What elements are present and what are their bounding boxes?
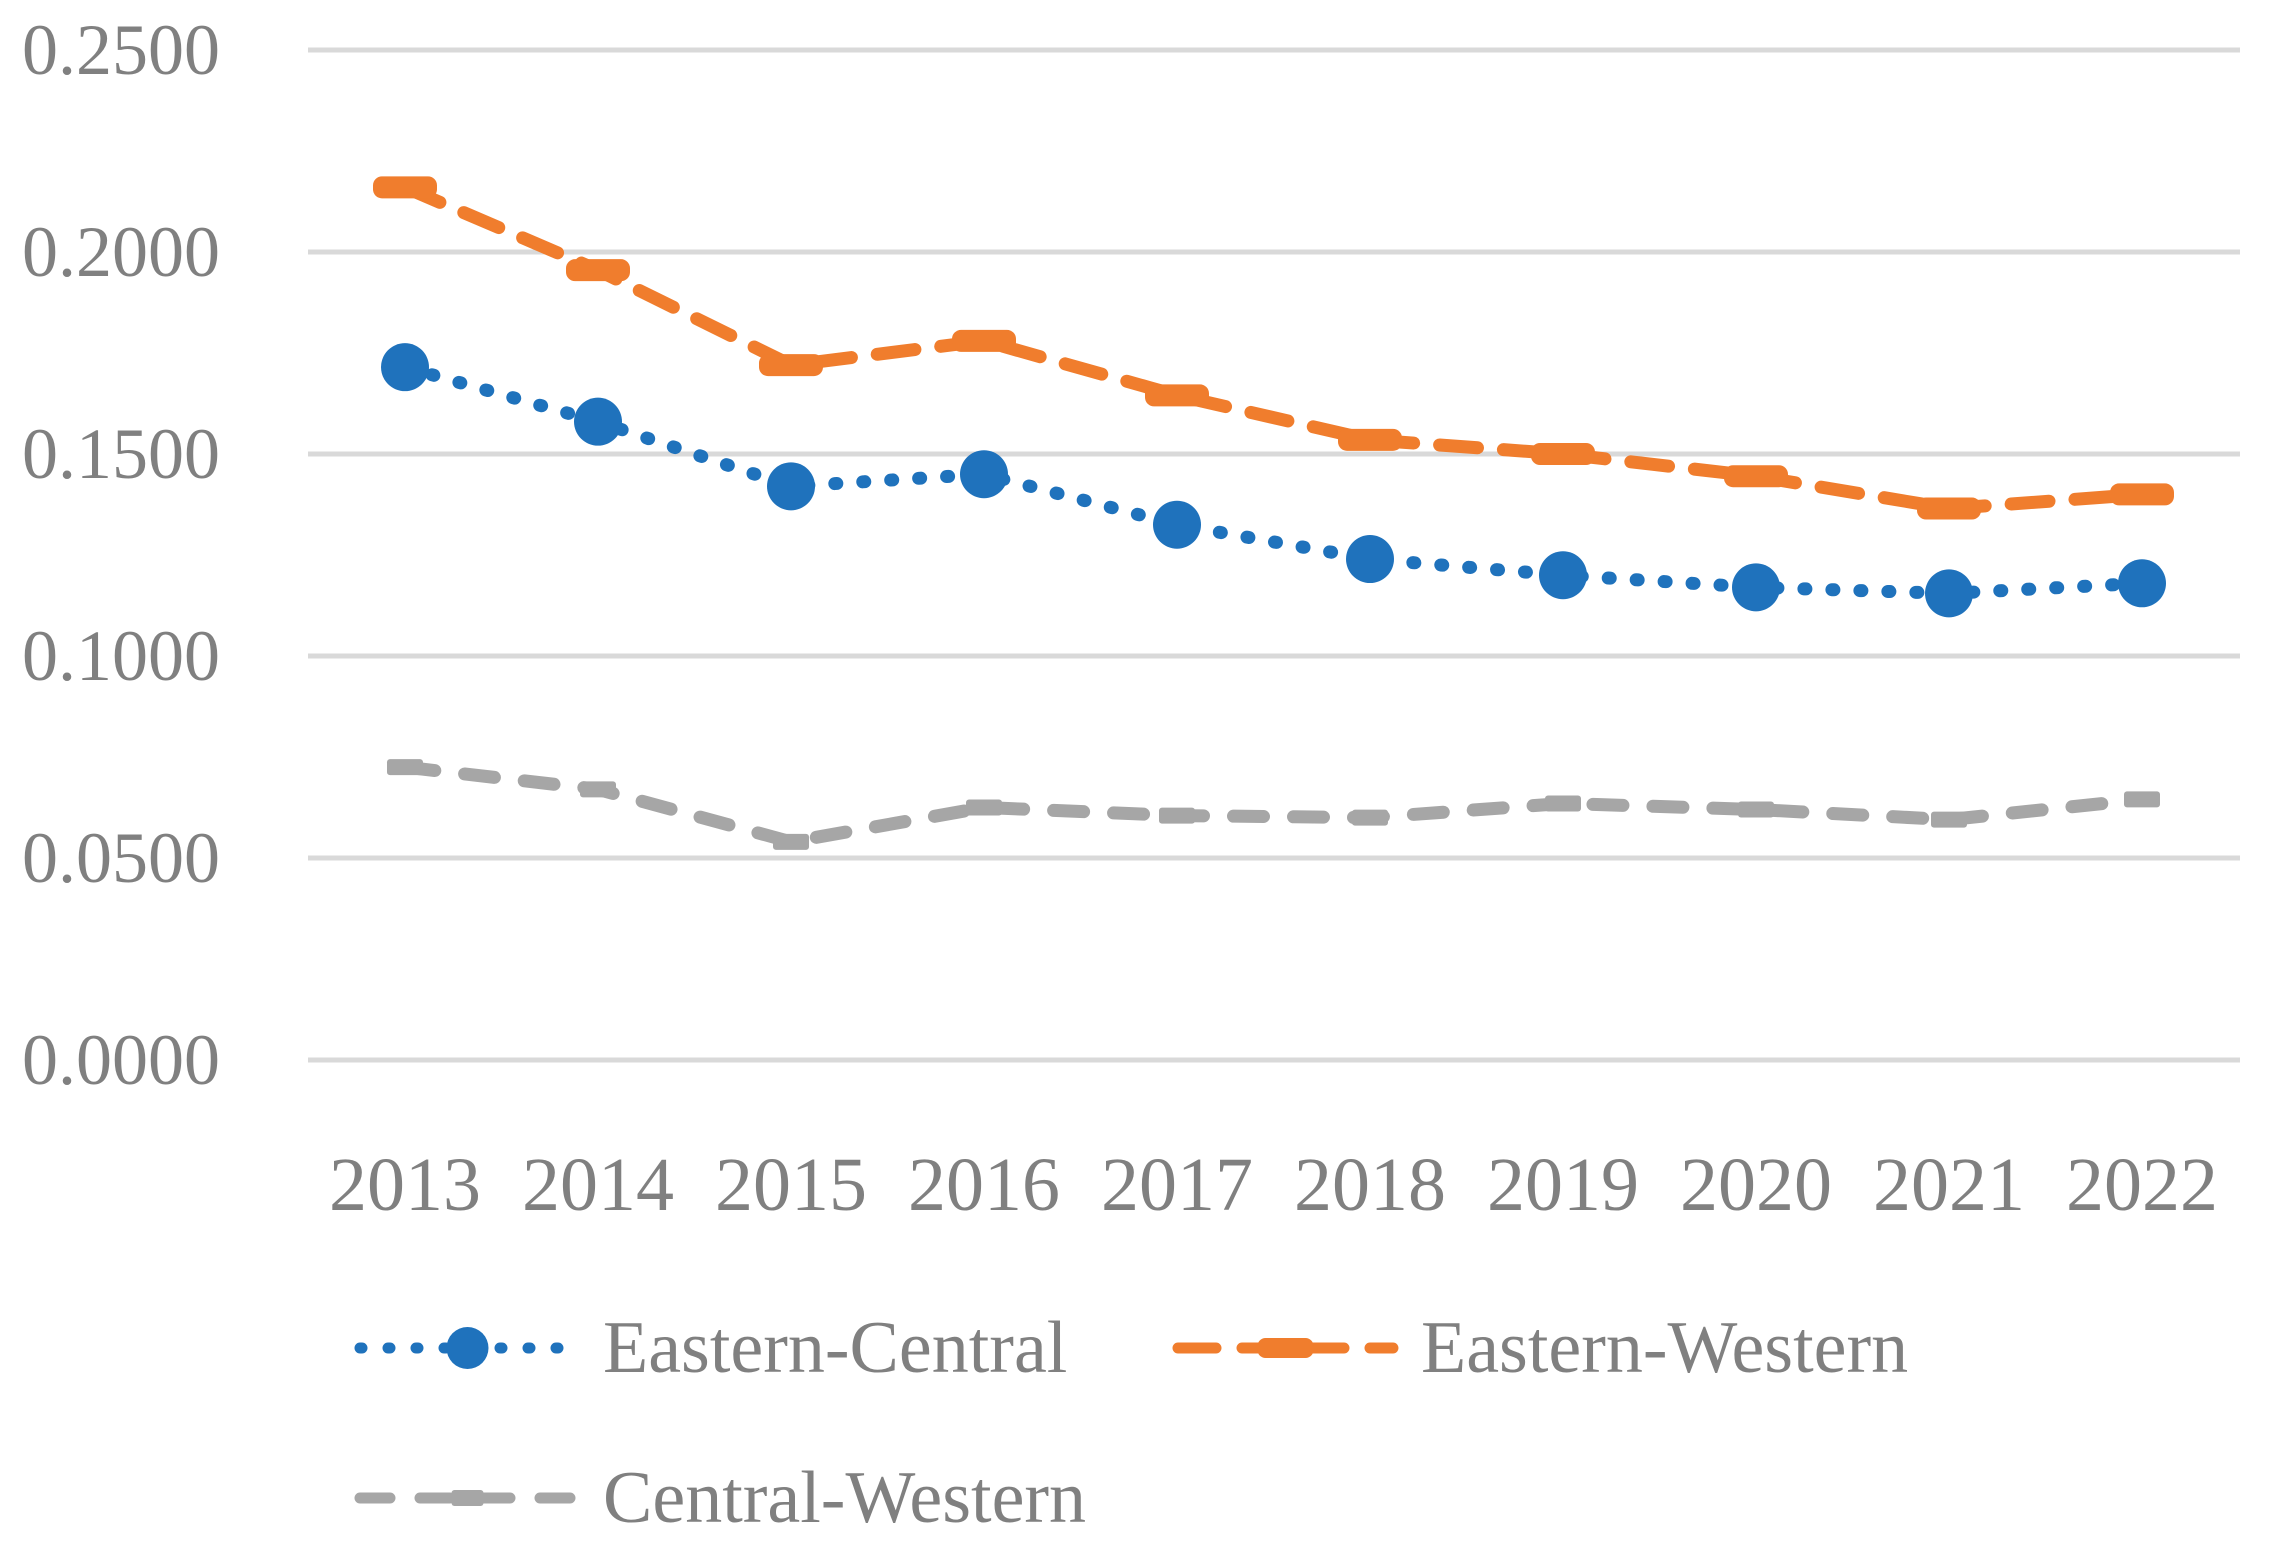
data-point-marker-eastern-central bbox=[1732, 563, 1780, 612]
data-point-marker-eastern-western bbox=[1531, 443, 1595, 465]
y-axis-tick-label: 0.1000 bbox=[22, 616, 220, 696]
data-point-marker-eastern-western bbox=[952, 329, 1016, 352]
legend-marker-square bbox=[451, 1490, 484, 1506]
data-point-marker-central-western bbox=[773, 833, 809, 850]
data-point-marker-eastern-central bbox=[1539, 551, 1587, 600]
data-point-marker-eastern-western bbox=[373, 176, 437, 199]
legend-label: Eastern-Western bbox=[1421, 1307, 1908, 1389]
y-axis-tick-label: 0.0500 bbox=[22, 818, 220, 898]
data-point-marker-eastern-western bbox=[1338, 428, 1402, 451]
data-point-marker-central-western bbox=[1931, 811, 1967, 828]
data-point-marker-eastern-central bbox=[2118, 559, 2166, 608]
data-point-marker-central-western bbox=[2124, 791, 2160, 808]
x-axis-tick-label: 2020 bbox=[1680, 1143, 1832, 1227]
data-point-marker-eastern-central bbox=[1153, 500, 1201, 549]
legend-label: Central-Western bbox=[603, 1457, 1086, 1539]
x-axis-tick-label: 2018 bbox=[1294, 1143, 1446, 1227]
data-point-marker-eastern-central bbox=[574, 397, 622, 446]
x-axis-tick-label: 2013 bbox=[329, 1143, 481, 1227]
data-point-marker-eastern-central bbox=[767, 462, 815, 511]
data-point-marker-central-western bbox=[1545, 795, 1581, 812]
data-point-marker-central-western bbox=[966, 799, 1002, 816]
series-line-eastern-western bbox=[398, 180, 2149, 516]
y-axis-tick-label: 0.2000 bbox=[22, 212, 220, 292]
data-point-marker-eastern-western bbox=[1145, 384, 1209, 407]
legend-marker-dash bbox=[1257, 1338, 1314, 1358]
series-line-central-western bbox=[398, 760, 2149, 849]
data-point-marker-eastern-central bbox=[1925, 569, 1973, 618]
data-point-marker-eastern-central bbox=[381, 343, 429, 392]
data-point-marker-central-western bbox=[1352, 809, 1388, 826]
legend-marker-circle bbox=[446, 1327, 489, 1369]
y-axis-tick-label: 0.0000 bbox=[22, 1020, 220, 1100]
x-axis-tick-label: 2014 bbox=[522, 1143, 674, 1227]
data-point-marker-eastern-western bbox=[1917, 497, 1981, 520]
x-axis-tick-label: 2021 bbox=[1873, 1143, 2025, 1227]
y-axis-tick-label: 0.2500 bbox=[22, 10, 220, 90]
data-point-marker-eastern-western bbox=[2110, 483, 2174, 506]
data-point-marker-eastern-western bbox=[1724, 465, 1788, 488]
y-axis-tick-label: 0.1500 bbox=[22, 414, 220, 494]
x-axis-tick-label: 2017 bbox=[1101, 1143, 1253, 1227]
data-point-marker-eastern-western bbox=[566, 259, 630, 282]
data-point-marker-central-western bbox=[1159, 807, 1195, 824]
legend-label: Eastern-Central bbox=[603, 1307, 1067, 1389]
x-axis-tick-label: 2022 bbox=[2066, 1143, 2218, 1227]
x-axis-tick-label: 2015 bbox=[715, 1143, 867, 1227]
data-point-marker-eastern-western bbox=[759, 354, 823, 377]
x-axis-tick-label: 2019 bbox=[1487, 1143, 1639, 1227]
series-line-eastern-central bbox=[398, 360, 2149, 600]
data-point-marker-central-western bbox=[580, 781, 616, 798]
data-point-marker-eastern-central bbox=[1346, 535, 1394, 584]
x-axis-tick-label: 2016 bbox=[908, 1143, 1060, 1227]
data-point-marker-central-western bbox=[1738, 801, 1774, 818]
data-point-marker-central-western bbox=[387, 759, 423, 776]
data-point-marker-eastern-central bbox=[960, 450, 1008, 499]
